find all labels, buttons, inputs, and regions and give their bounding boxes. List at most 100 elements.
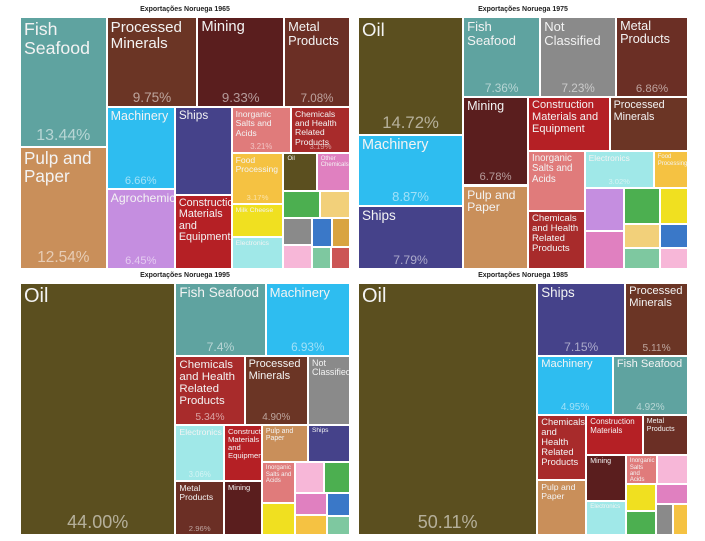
treemap-tile: Machinery 6.93% [265, 283, 350, 357]
tile-label: Pulp and Paper [265, 427, 294, 443]
treemap-tile: Milk Cheese [231, 204, 284, 237]
treemap-tile: Chemicals and Health Related Products 3.1… [290, 107, 350, 153]
treemap-tile: Oil [283, 152, 317, 191]
treemap-tile: Mining 6.78% [463, 97, 529, 186]
tile-label: Construction Materials and Equipment [228, 426, 262, 460]
treemap-tile: Pulp and Paper [537, 479, 587, 535]
treemap-tile [584, 230, 625, 269]
tile-value: 5.34% [195, 411, 225, 423]
treemap-tile: Electronics 3.02% [584, 151, 654, 189]
tile-label: Metal Products [620, 19, 671, 47]
chart-title: Exportações Noruega 1985 [478, 272, 568, 279]
treemap-tile: Construction Materials and Equipment [224, 424, 262, 481]
tile-value: 3.19% [309, 141, 332, 151]
tile-value: 3.21% [250, 141, 273, 151]
treemap-tile: Construction Materials [586, 415, 643, 456]
treemap-tile [283, 245, 312, 269]
tile-value: 7.4% [206, 340, 235, 355]
treemap-tile [283, 190, 320, 219]
treemap-panel: Exportações Noruega 1965 Fish Seafood 13.4… [20, 6, 350, 269]
treemap-tile: Ships 7.79% [358, 206, 464, 269]
tile-value: 3.17% [246, 193, 269, 203]
treemap-tile: Electronics 3.06% [175, 424, 225, 481]
tile-label: Inorganic Salts and Acids [235, 109, 272, 138]
treemap-tile [624, 223, 660, 248]
treemap-tile [326, 492, 350, 516]
tile-label: Metal Products [288, 19, 339, 48]
treemap-tile [311, 247, 331, 269]
treemap-panel: Exportações Noruega 1995 Oil 44.00% Fish Se… [20, 272, 350, 535]
tile-value: 3.06% [188, 469, 211, 479]
tile-label: Electronics [179, 426, 222, 437]
chart-title: Exportações Noruega 1965 [140, 6, 230, 13]
treemap-tile: Machinery 6.66% [106, 107, 175, 190]
tile-label: Processed Minerals [248, 358, 301, 382]
tile-label: Chemicals and Health Related Products [179, 359, 235, 408]
treemap-tile: Food Processing [653, 151, 688, 189]
treemap-tile: Inorganic Salts and Acids [625, 455, 657, 485]
tile-value: 9.75% [132, 90, 172, 106]
treemap-tile [625, 484, 656, 512]
treemap-tile: Metal Products 7.08% [284, 17, 350, 108]
treemap-tile [624, 247, 660, 269]
treemap-tile: Electronics [586, 500, 626, 535]
tile-label: Ships [311, 426, 329, 434]
tile-label: Ships [362, 208, 396, 224]
tile-value: 2.96% [188, 523, 211, 533]
treemap-tile: Fish Seafood 4.92% [612, 356, 688, 416]
tile-label: Machinery [269, 285, 330, 300]
tile-label: Chemicals and Health Related Products [532, 212, 579, 254]
treemap-tile: Construction Materials and Equipment [528, 97, 610, 152]
treemap-tile: Fish Seafood 7.4% [175, 283, 266, 357]
tile-label: Machinery [541, 358, 593, 371]
treemap-tile [261, 502, 295, 535]
treemap-tile: Inorganic Salts and Acids [261, 462, 295, 503]
tile-label: Electronics [588, 153, 630, 164]
treemap-tile: Mining [224, 480, 262, 535]
tile-value: 44.00% [67, 512, 129, 532]
tile-label: Not Classified [544, 19, 601, 48]
tile-label: Electronics [590, 502, 621, 510]
tile-label: Metal Products [179, 482, 214, 502]
treemap-tile: Mining [586, 455, 626, 501]
tile-value: 14.72% [382, 113, 439, 133]
tile-value: 7.79% [393, 252, 428, 267]
tile-value: 3.02% [608, 177, 630, 187]
treemap-tile: Food Processing 3.17% [231, 152, 284, 205]
tile-value: 50.11% [417, 512, 478, 532]
tile-label: Agrochemicals [110, 191, 175, 206]
treemap-tile: Mining 9.33% [197, 17, 285, 108]
treemap-tile [283, 218, 312, 246]
treemap-tile [656, 503, 674, 535]
tile-label: Pulp and Paper [467, 187, 516, 215]
treemap-tile: Pulp and Paper [463, 185, 529, 269]
tile-label: Fish Seafood [179, 285, 260, 300]
tile-value: 6.93% [291, 341, 325, 355]
tile-label: Fish Seafood [467, 19, 516, 48]
treemap-tile [330, 247, 350, 269]
tile-label: Pulp and Paper [541, 481, 576, 501]
treemap-tile: Processed Minerals [609, 97, 688, 152]
tile-label: Machinery [110, 109, 169, 124]
treemap-tile: Not Classified [308, 356, 350, 425]
treemap-tile: Oil 44.00% [20, 283, 176, 535]
tile-label: Mining [201, 19, 245, 35]
treemap-tile [294, 492, 327, 516]
treemap-tile: Pulp and Paper [261, 424, 308, 463]
treemap-tile: Ships [307, 424, 350, 463]
tile-label: Fish Seafood [24, 19, 90, 58]
tile-label: Inorganic Salts and Acids [629, 458, 655, 484]
tile-value: 5.11% [642, 343, 671, 355]
tile-label: Mining [228, 482, 251, 492]
tile-label: Inorganic Salts and Acids [532, 153, 573, 185]
treemap-tile [319, 190, 350, 219]
tile-label: Construction Materials [590, 417, 635, 435]
tile-label: Milk Cheese [235, 207, 274, 215]
tile-label: Chemicals and Health Related Products [294, 109, 337, 147]
tile-value: 4.95% [560, 402, 590, 414]
treemap-tile: Chemicals and Health Related Products [528, 210, 585, 269]
treemap-tile [332, 218, 350, 248]
tile-label: Processed Minerals [110, 19, 182, 52]
treemap-tile: Construction Materials and Equipment [174, 194, 232, 269]
